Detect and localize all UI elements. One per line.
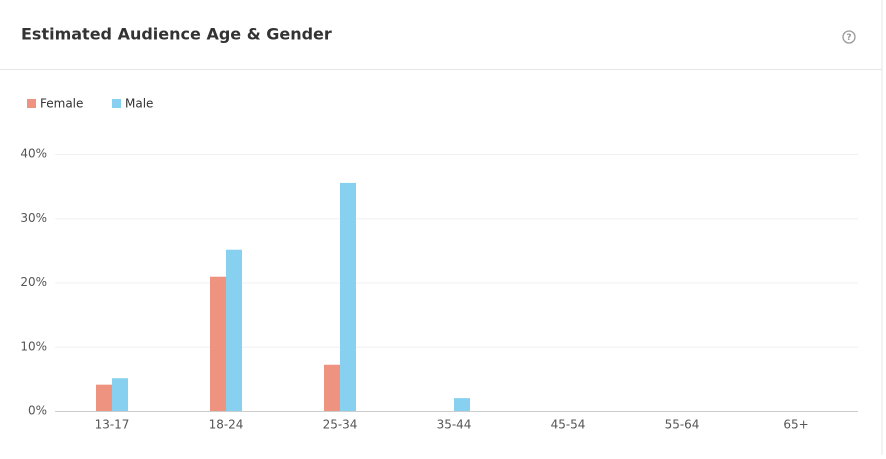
y-tick-label: 40% [20,147,47,161]
y-tick-label: 30% [20,211,47,225]
y-tick-label: 10% [20,339,47,353]
help-icon[interactable]: ? [842,30,856,44]
x-tick-label: 35-44 [437,418,472,432]
x-tick-label: 55-64 [665,418,700,432]
bar [210,276,226,411]
legend-label: Male [125,97,153,111]
bar [226,249,242,411]
x-tick-label: 65+ [783,418,808,432]
x-tick-label: 45-54 [551,418,586,432]
x-tick-label: 18-24 [209,418,244,432]
chart-title: Estimated Audience Age & Gender [21,25,332,44]
bar [340,182,356,411]
legend-label: Female [40,97,83,111]
y-tick-label: 0% [28,404,47,418]
legend-swatch [27,99,36,108]
x-tick-label: 25-34 [323,418,358,432]
bar [112,378,128,411]
bar [96,384,112,411]
bar [324,364,340,411]
y-tick-label: 20% [20,275,47,289]
svg-text:?: ? [846,33,851,43]
legend-swatch [112,99,121,108]
bar [454,398,470,411]
x-tick-label: 13-17 [95,418,130,432]
